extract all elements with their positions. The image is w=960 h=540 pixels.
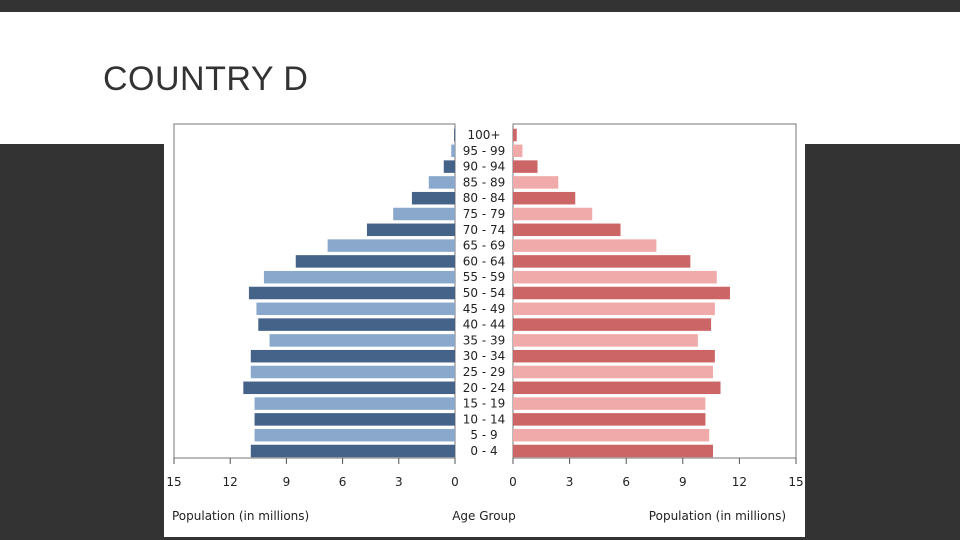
female-bar bbox=[513, 207, 593, 221]
female-bar bbox=[513, 349, 715, 363]
female-bar bbox=[513, 270, 717, 284]
male-bar bbox=[451, 144, 455, 158]
age-group-label: 80 - 84 bbox=[463, 191, 506, 205]
male-bar bbox=[248, 286, 455, 300]
female-bar bbox=[513, 318, 712, 331]
age-group-label: 70 - 74 bbox=[463, 223, 506, 237]
male-bar bbox=[250, 349, 455, 363]
female-bar bbox=[513, 365, 713, 379]
male-bar bbox=[254, 413, 455, 426]
female-bar bbox=[513, 144, 523, 158]
age-group-label: 5 - 9 bbox=[470, 428, 497, 442]
age-group-label: 45 - 49 bbox=[463, 302, 506, 316]
female-bar bbox=[513, 191, 576, 205]
female-bar bbox=[513, 176, 559, 189]
female-bar bbox=[513, 128, 517, 142]
age-group-label: 65 - 69 bbox=[463, 239, 506, 253]
age-group-label: 30 - 34 bbox=[463, 349, 506, 363]
x-axis-title-left: Population (in millions) bbox=[172, 509, 309, 523]
male-bar bbox=[327, 239, 455, 252]
male-bar bbox=[411, 191, 455, 205]
male-bar bbox=[254, 428, 455, 442]
male-bar bbox=[254, 397, 455, 410]
x-tick-label: 12 bbox=[223, 475, 238, 489]
x-tick-label: 12 bbox=[732, 475, 747, 489]
x-axis-title-center: Age Group bbox=[452, 509, 516, 523]
age-group-label: 55 - 59 bbox=[463, 270, 506, 284]
x-tick-label: 0 bbox=[509, 475, 517, 489]
female-bar bbox=[513, 286, 730, 300]
x-tick-label: 3 bbox=[566, 475, 574, 489]
male-bar bbox=[243, 381, 455, 395]
age-group-label: 40 - 44 bbox=[463, 318, 506, 332]
male-bar bbox=[428, 176, 455, 189]
female-bar bbox=[513, 381, 721, 395]
female-bar bbox=[513, 334, 698, 347]
age-group-label: 100+ bbox=[468, 128, 501, 142]
male-bar bbox=[258, 318, 455, 331]
age-group-label: 0 - 4 bbox=[470, 444, 497, 458]
female-bar bbox=[513, 223, 621, 237]
x-tick-label: 6 bbox=[622, 475, 630, 489]
x-tick-label: 15 bbox=[166, 475, 181, 489]
age-group-label: 10 - 14 bbox=[463, 412, 506, 426]
male-bar bbox=[250, 444, 455, 458]
female-bar bbox=[513, 413, 706, 426]
x-axis-title-right: Population (in millions) bbox=[649, 509, 786, 523]
x-tick-label: 9 bbox=[679, 475, 687, 489]
top-bar bbox=[0, 0, 960, 12]
age-group-label: 20 - 24 bbox=[463, 381, 506, 395]
female-bar bbox=[513, 239, 657, 252]
male-bar bbox=[295, 255, 455, 268]
age-group-label: 25 - 29 bbox=[463, 365, 506, 379]
female-bar bbox=[513, 302, 715, 316]
age-group-label: 85 - 89 bbox=[463, 175, 506, 189]
slide-title: COUNTRY D bbox=[103, 60, 309, 98]
male-bar bbox=[263, 270, 455, 284]
male-bar bbox=[256, 302, 455, 316]
male-bar bbox=[250, 365, 455, 379]
female-bar bbox=[513, 428, 710, 442]
female-bar bbox=[513, 160, 538, 173]
x-tick-label: 6 bbox=[339, 475, 347, 489]
age-group-label: 90 - 94 bbox=[463, 160, 506, 174]
male-bar bbox=[393, 207, 455, 221]
male-bar bbox=[269, 334, 455, 347]
female-bar bbox=[513, 255, 691, 268]
age-group-label: 35 - 39 bbox=[463, 333, 506, 347]
male-bar bbox=[454, 128, 455, 142]
female-bar bbox=[513, 397, 706, 410]
age-group-label: 95 - 99 bbox=[463, 144, 506, 158]
age-group-label: 75 - 79 bbox=[463, 207, 506, 221]
x-tick-label: 9 bbox=[283, 475, 291, 489]
age-group-label: 60 - 64 bbox=[463, 254, 506, 268]
male-bar bbox=[366, 223, 455, 237]
female-bar bbox=[513, 444, 713, 458]
x-tick-label: 15 bbox=[788, 475, 803, 489]
age-group-label: 15 - 19 bbox=[463, 397, 506, 411]
x-tick-label: 3 bbox=[395, 475, 403, 489]
x-tick-label: 0 bbox=[451, 475, 459, 489]
male-bar bbox=[443, 160, 455, 173]
age-group-label: 50 - 54 bbox=[463, 286, 506, 300]
